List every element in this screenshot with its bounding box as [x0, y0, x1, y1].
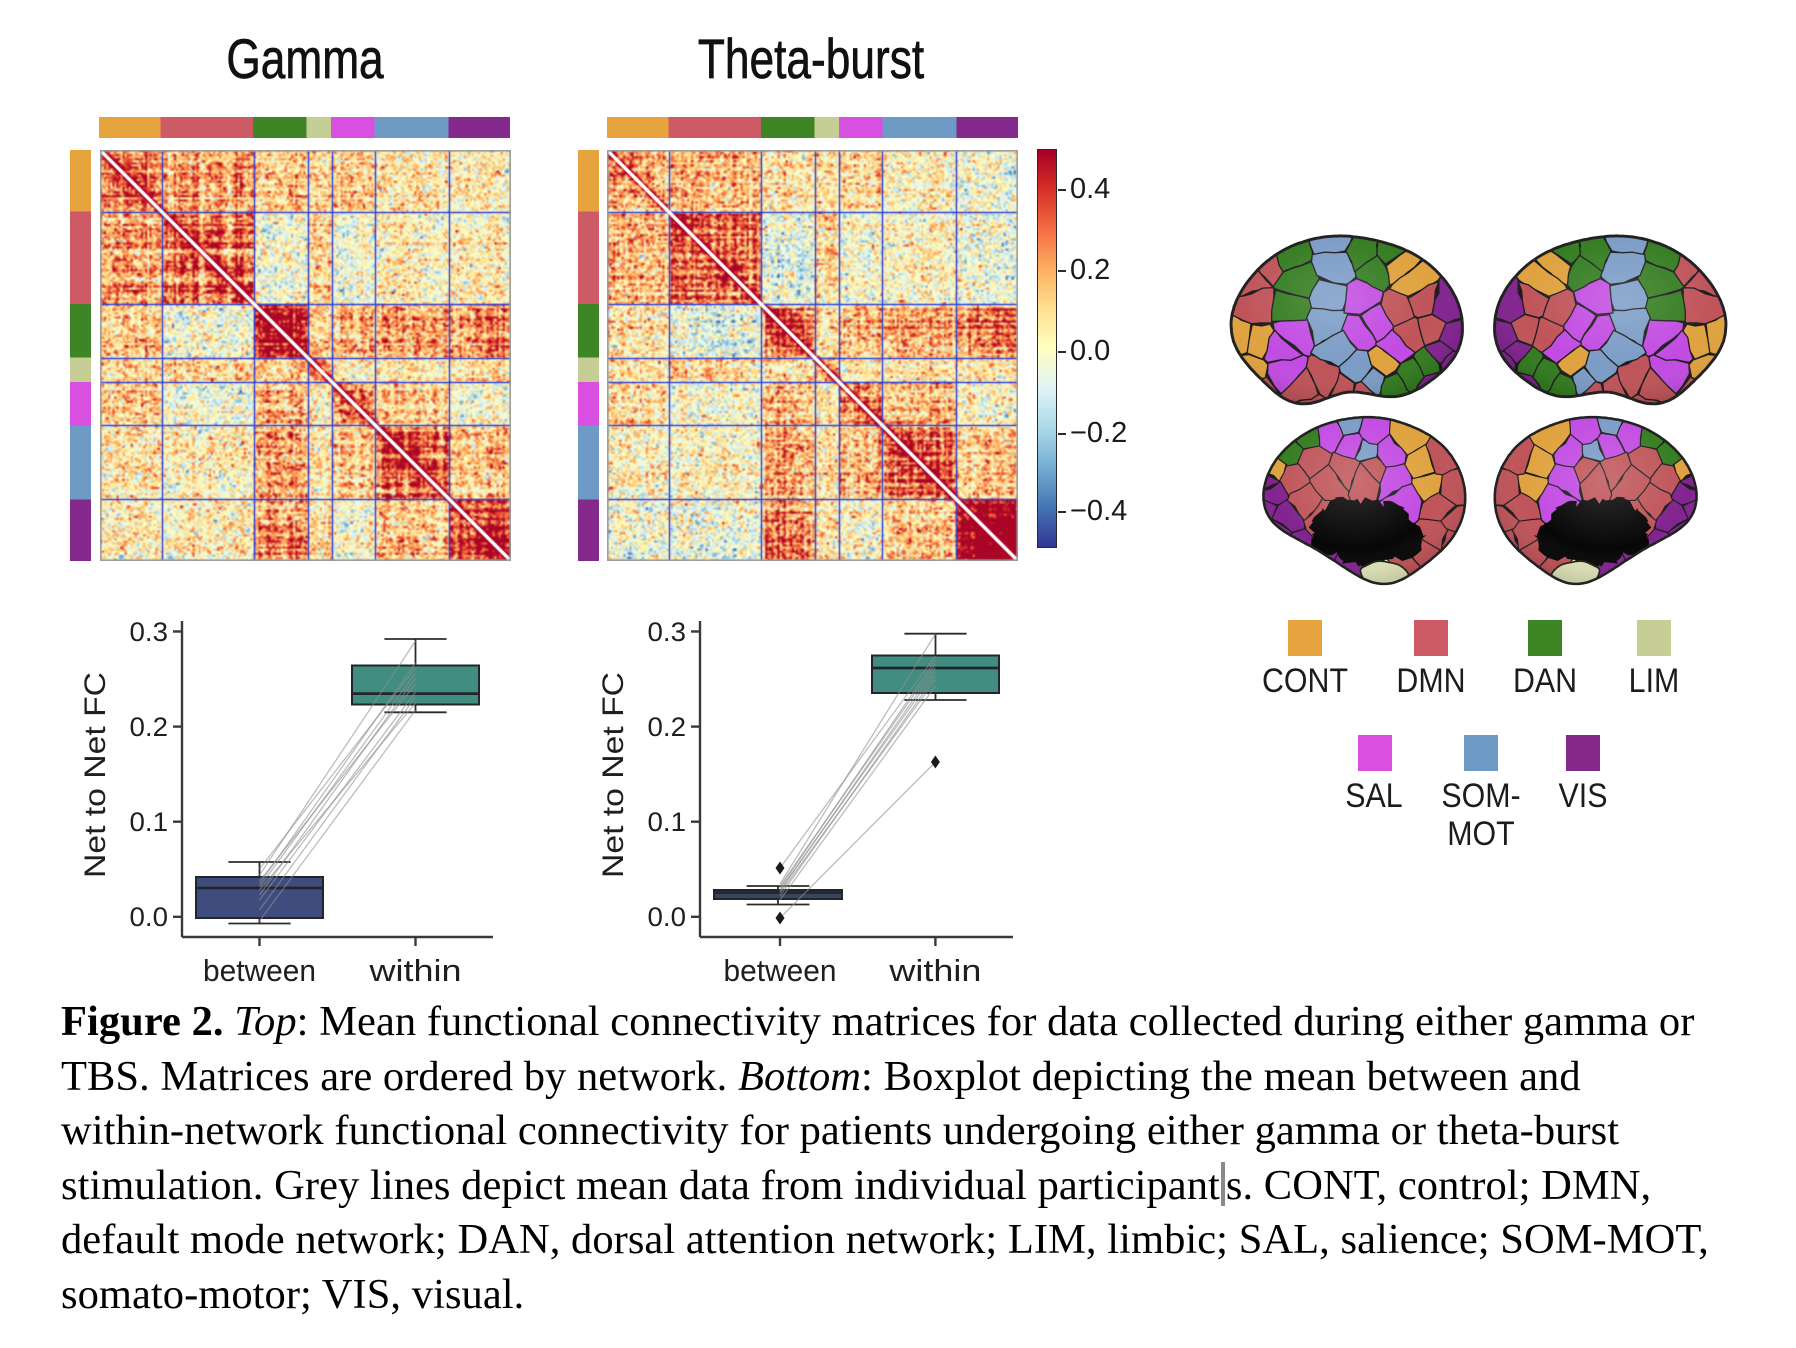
svg-text:0.1: 0.1	[130, 807, 169, 837]
svg-text:Net to Net FC: Net to Net FC	[79, 672, 112, 878]
svg-text:between: between	[724, 953, 837, 988]
svg-text:0.0: 0.0	[130, 902, 169, 932]
svg-text:within: within	[368, 953, 461, 988]
svg-text:0.2: 0.2	[648, 712, 687, 742]
svg-text:0.3: 0.3	[648, 617, 687, 647]
svg-text:between: between	[203, 953, 316, 988]
svg-text:0.2: 0.2	[130, 712, 169, 742]
svg-text:0.3: 0.3	[130, 617, 169, 647]
svg-text:within: within	[888, 953, 981, 988]
svg-text:0.0: 0.0	[648, 902, 687, 932]
svg-text:0.1: 0.1	[648, 807, 687, 837]
svg-text:Net to Net FC: Net to Net FC	[597, 672, 630, 878]
